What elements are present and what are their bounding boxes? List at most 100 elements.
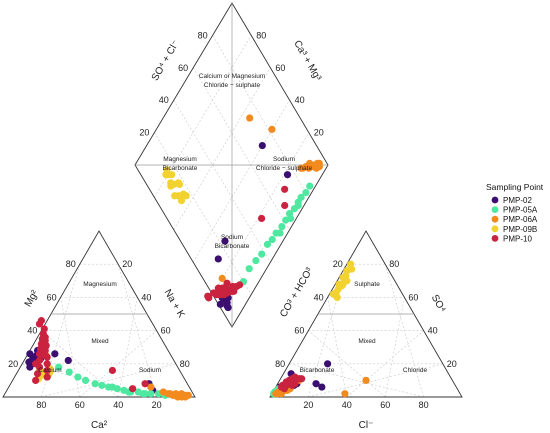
point-cation-pmp-10 [40,325,48,333]
point-diamond-pmp-02 [283,171,292,179]
diamond-right-axis-title: Ca³ + Mg³ [291,39,323,84]
anion-bottom-tick: 40 [342,400,352,410]
point-anion-pmp-02 [312,380,320,388]
point-diamond-pmp-09b [162,171,170,179]
point-diamond-pmp-10 [204,292,212,300]
point-diamond-pmp-02 [221,237,229,245]
diamond-region-label: Chloride − sulphate [256,165,313,172]
legend-marker [491,225,499,233]
point-anion-pmp-09b [348,265,356,273]
point-cation-pmp-05a [55,363,63,371]
anion-right-tick: 60 [408,292,418,302]
point-diamond-pmp-05a [258,250,266,258]
cation-left-tick: 20 [8,359,18,369]
point-cation-pmp-10 [108,366,117,375]
point-cation-pmp-10 [43,366,51,375]
anion-grid-b-1 [346,330,424,398]
point-cation-pmp-06a [147,383,155,391]
anion-grid-a-3 [289,363,424,398]
anion-left-tick: 60 [294,326,304,336]
cation-grid-a-0 [41,264,81,398]
anion-right-tick: 20 [447,359,457,369]
anion-grid-b-0 [308,363,443,398]
diamond-grid-a-1 [173,100,271,263]
diamond-right-tick: 80 [256,30,266,40]
point-diamond-pmp-06a [246,114,254,122]
point-diamond-pmp-10 [281,201,289,210]
point-anion-pmp-02 [324,360,332,368]
anion-grid-a-2 [308,330,386,398]
point-diamond-pmp-02 [214,255,222,263]
point-cation-pmp-02 [51,350,59,358]
anion-left-tick: 80 [275,359,285,369]
diamond-left-tick: 60 [178,63,188,73]
point-cation-pmp-05a [139,390,147,398]
point-anion-pmp-06a [362,376,370,384]
point-diamond-pmp-05a [294,201,302,210]
diamond-grid-b-0 [154,35,252,198]
diamond-region-label: Bicarbonate [215,243,250,250]
point-anion-pmp-09b [333,293,341,301]
point-anion-pmp-09b [338,282,346,290]
anion-left-tick: 40 [314,292,324,302]
legend-label: PMP-02 [503,196,532,205]
diamond-right-tick: 20 [314,128,324,138]
diamond-grid-b-1 [173,67,271,230]
cation-region-label: Sodium [139,367,161,374]
point-diamond-pmp-05a [306,182,314,190]
diamond-right-tick: 60 [275,63,285,73]
legend-label: PMP-10 [503,234,532,243]
diamond-left-tick: 20 [139,128,149,138]
legend-label: PMP-09B [503,225,537,234]
point-diamond-pmp-09b [177,197,186,205]
diamond-left-tick: 40 [159,95,169,105]
cation-left-tick: 40 [27,326,37,336]
frame-layer [2,2,463,398]
point-cation-pmp-10 [42,341,50,350]
anion-bottom-axis-title: Cl⁻ [359,420,374,431]
point-diamond-pmp-06a [268,125,276,133]
cation-region-label: Mixed [91,338,109,345]
point-diamond-pmp-09b [167,182,175,190]
legend-marker [491,215,499,223]
point-cation-pmp-02 [25,358,33,366]
point-cation-pmp-06a [184,391,192,399]
data-points [25,114,370,401]
legend-label: PMP-06A [503,215,538,224]
cation-right-tick: 60 [161,326,171,336]
point-diamond-pmp-06a [297,164,305,172]
diamond-grid-b-3 [212,132,310,295]
anion-right-tick: 40 [428,326,438,336]
point-anion-pmp-10 [280,385,288,393]
cation-right-tick: 20 [122,259,132,269]
legend-title: Sampling Point [486,182,544,192]
point-cation-pmp-06a [159,388,167,396]
point-cation-pmp-10 [40,351,48,360]
point-diamond-pmp-06a [218,274,226,282]
point-cation-pmp-10 [32,376,40,384]
anion-region-label: Bicarbonate [300,367,335,374]
anion-region-label: Mixed [358,338,376,345]
diamond-right-tick: 40 [295,95,305,105]
anion-grid-a-1 [327,297,348,398]
diamond-region-label: Bicarbonate [163,165,198,172]
point-cation-pmp-05a [65,368,73,376]
point-diamond-pmp-09b [182,192,190,200]
point-cation-pmp-05a [108,383,117,391]
point-diamond-pmp-10 [235,281,244,289]
anion-right-axis-title: SO⁴ [429,293,448,315]
point-anion-pmp-06a [341,390,349,398]
cation-region-label: Magnesium [83,281,117,288]
legend: Sampling Point PMP-02PMP-05APMP-06APMP-0… [486,182,544,243]
point-cation-pmp-10 [41,333,49,341]
anion-grid-b-2 [384,297,405,398]
anion-region-label: Chloride [403,367,428,374]
point-diamond-pmp-05a [297,193,305,201]
point-cation-pmp-06a [174,393,182,401]
grid-layer [22,35,443,398]
point-cation-pmp-10 [43,360,51,368]
cation-right-axis-title: Na + K [162,288,187,321]
cation-grid-a-1 [60,297,81,398]
point-diamond-pmp-10 [221,289,229,297]
point-diamond-pmp-05a [276,229,284,237]
